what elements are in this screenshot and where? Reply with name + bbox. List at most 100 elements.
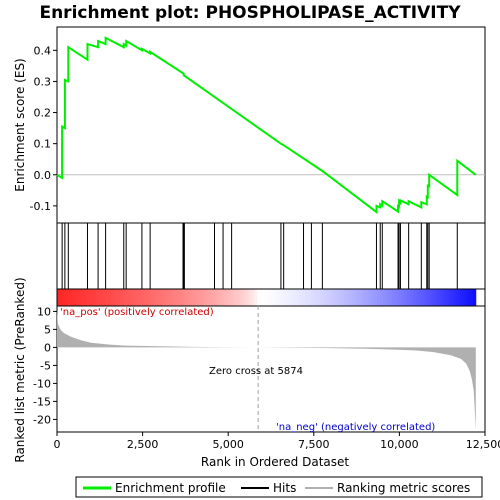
heat-cell [335,289,339,306]
heat-cell [110,289,115,306]
heat-cell [338,289,342,306]
heat-cell [314,289,318,306]
heat-cell [89,289,94,306]
heat-cell [134,289,139,306]
heat-cell [472,289,477,306]
heat-cell [233,289,237,306]
heat-cell [248,289,252,306]
heat-cell [460,289,465,306]
heat-cell [448,289,453,306]
heat-cell [332,289,336,306]
heat-cell [74,289,79,306]
heat-cell [368,289,372,306]
heat-cell [230,289,234,306]
heat-cell [439,289,444,306]
x-tick-label: 0 [54,438,61,451]
heat-cell [374,289,378,306]
heat-cell [113,289,118,306]
heat-cell [386,289,390,306]
metric-y-tick-label: -10 [33,377,51,390]
heat-cell [406,289,411,306]
heat-cell [191,289,196,306]
x-tick-label: 12,500 [466,438,500,451]
enrichment-profile-line [56,36,477,215]
heat-cell [320,289,324,306]
heat-cell [347,289,351,306]
hits-marks [61,223,458,289]
heat-cell [194,289,199,306]
heat-cell [62,289,67,306]
x-tick-label: 7,500 [298,438,330,451]
heat-cell [323,289,327,306]
heat-cell [359,289,363,306]
heat-cell [392,289,396,306]
heat-cell [71,289,76,306]
heat-cell [293,289,297,306]
heat-cell [317,289,321,306]
heat-cell [140,289,145,306]
heat-cell [242,289,246,306]
metric-x-axis: 0 2,500 5,000 7,500 10,000 12,500 [54,432,500,451]
x-tick-label: 10,000 [380,438,419,451]
metric-y-tick-label: 5 [44,323,51,336]
heat-cell [155,289,160,306]
heat-cell [383,289,387,306]
heat-cell [344,289,348,306]
legend-metric-label: Ranking metric scores [337,481,470,495]
heat-cell [182,289,187,306]
heat-cell [176,289,181,306]
heat-cell [299,289,303,306]
heat-cell [59,289,64,306]
es-y-tick-label: 0.1 [34,138,52,151]
heat-cell [305,289,309,306]
heat-cell [200,289,205,306]
heat-cell [409,289,414,306]
metric-y-tick-label: -15 [33,395,51,408]
heat-cell [397,289,402,306]
heat-cell [245,289,249,306]
heat-cell [284,289,288,306]
heat-cell [356,289,360,306]
heat-cell [275,289,279,306]
heat-cell [412,289,417,306]
heat-cell [296,289,300,306]
heat-cell [362,289,366,306]
heat-cell [209,289,214,306]
heat-cell [263,289,267,306]
heat-cell [68,289,73,306]
metric-y-tick-label: -20 [33,413,51,426]
heat-cell [131,289,136,306]
heat-cell [107,289,112,306]
heat-cell [101,289,106,306]
heat-cell [281,289,285,306]
heat-cell [287,289,291,306]
heat-cell [206,289,211,306]
metric-panel-frame [56,305,486,433]
es-y-tick-label: 0.4 [34,44,52,57]
heat-cell [445,289,450,306]
heat-cell [326,289,330,306]
metric-y-tick-label: 0 [44,341,51,354]
legend-item-metric: Ranking metric scores [305,481,470,495]
heat-cell [430,289,435,306]
metric-y-tick-label: 10 [37,305,51,318]
heat-cell [269,289,273,306]
heat-cell [272,289,276,306]
heat-cell [212,289,217,306]
es-y-axis: -0.1 0.0 0.1 0.2 0.3 0.4 [30,44,57,213]
heat-cell [170,289,175,306]
heat-cell [149,289,154,306]
heat-cell [197,289,202,306]
legend-item-profile: Enrichment profile [83,481,226,495]
heat-cell [146,289,151,306]
heat-cell [278,289,282,306]
heat-cell [83,289,88,306]
ranking-heat-bar [57,289,477,306]
heat-cell [86,289,91,306]
heat-cell [400,289,405,306]
heat-cell [457,289,462,306]
heat-cell [167,289,172,306]
heat-cell [257,289,261,306]
heat-cell [215,289,220,306]
